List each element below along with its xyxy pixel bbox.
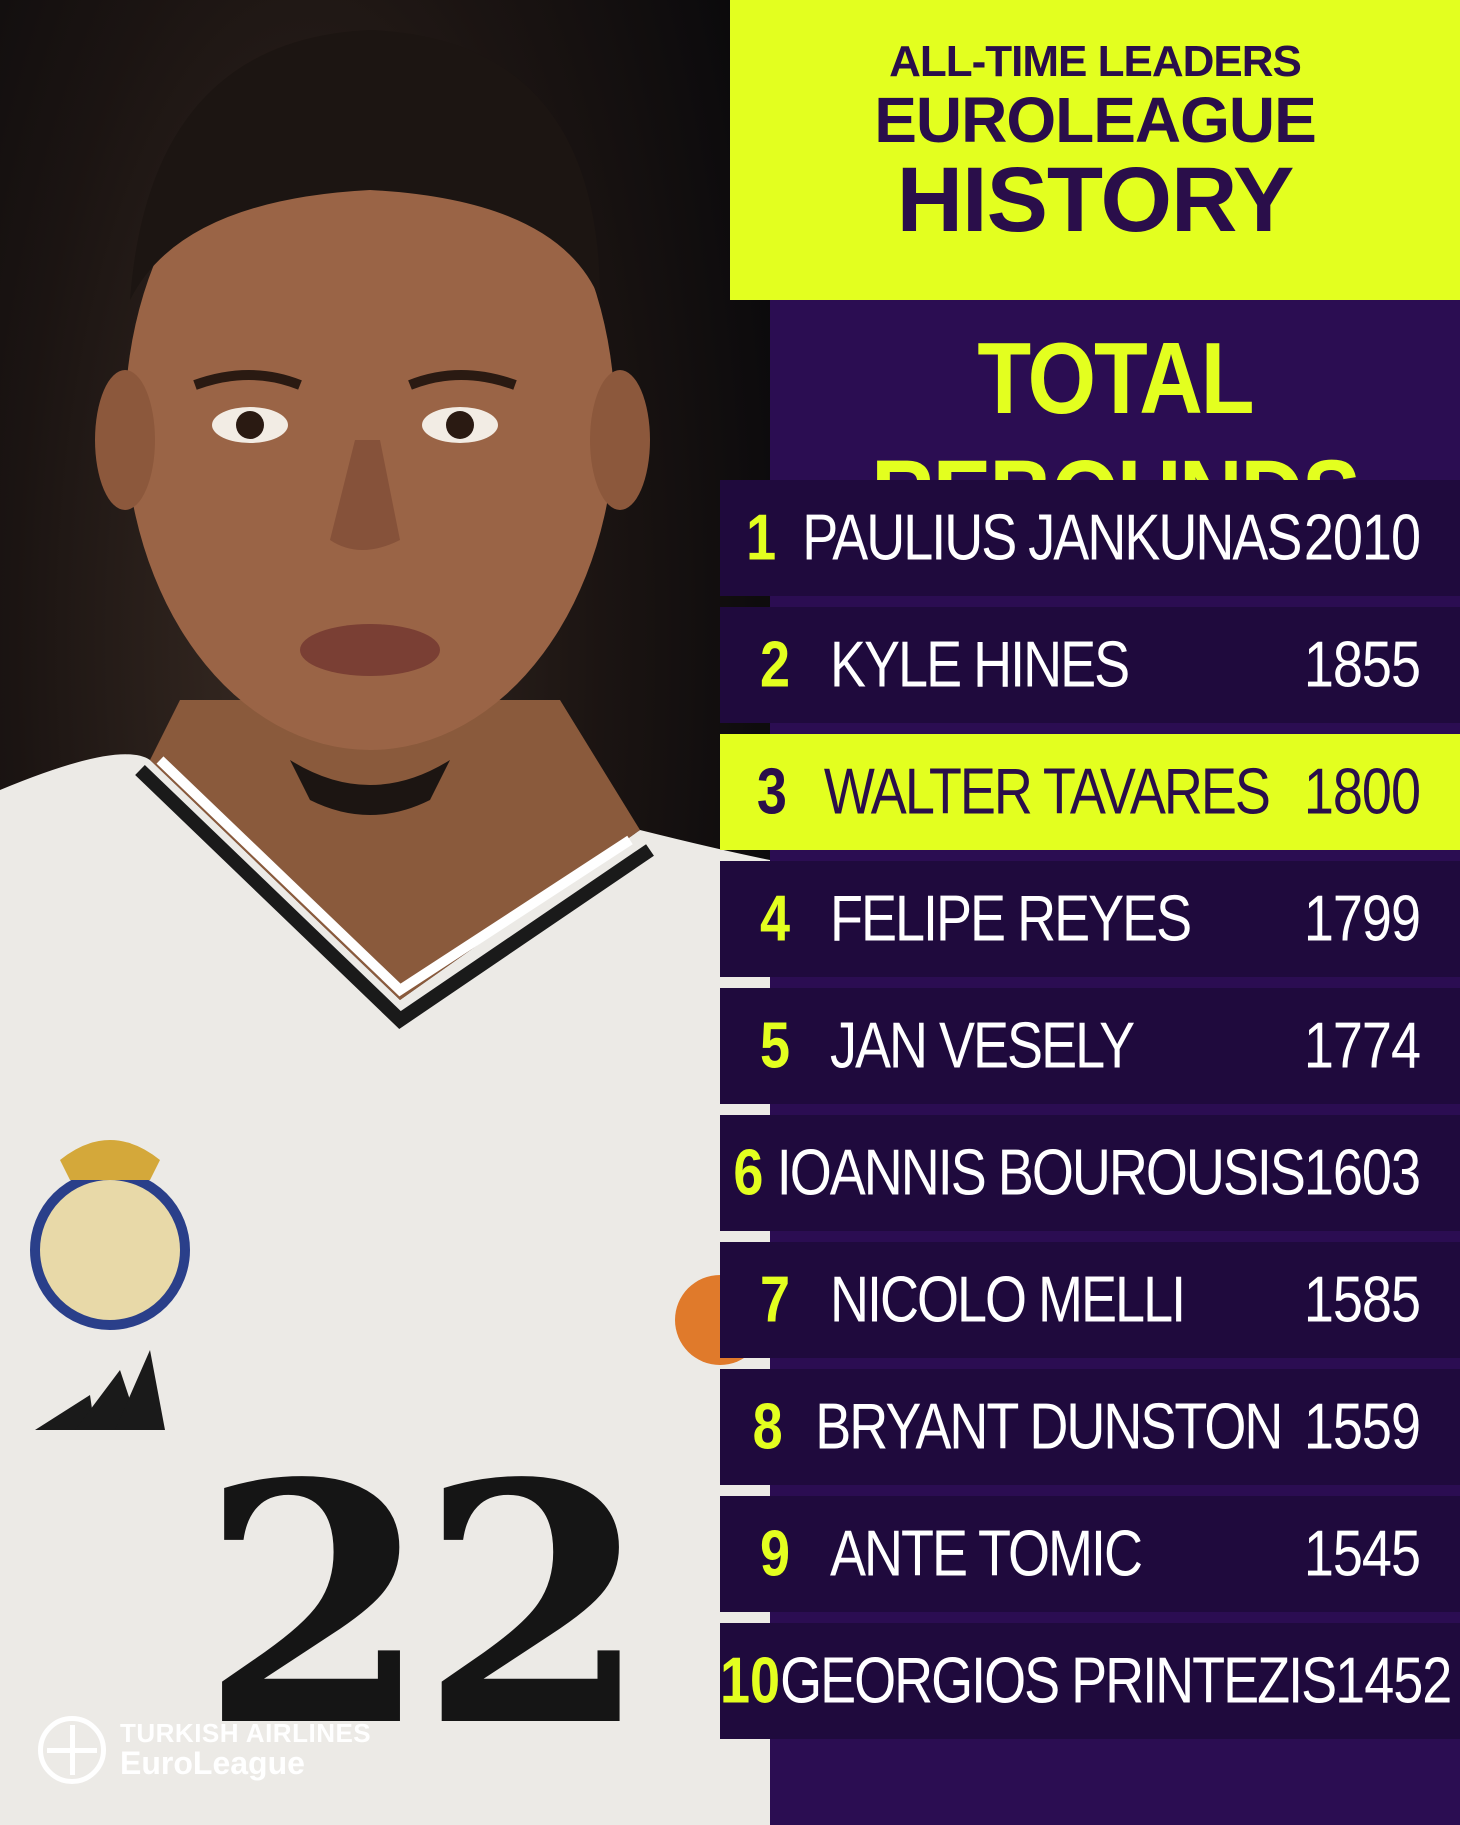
leader-value: 1799 [1303,883,1421,955]
leader-row-highlighted: 3 WALTER TAVARES 1800 [720,734,1460,850]
leader-row: 9 ANTE TOMIC 1545 [720,1496,1460,1612]
player-illustration [0,30,770,1825]
leader-name: BRYANT DUNSTON [815,1391,1283,1463]
leader-name: IOANNIS BOUROUSIS [776,1137,1306,1209]
leader-row: 10 GEORGIOS PRINTEZIS 1452 [720,1623,1460,1739]
leader-value: 1585 [1303,1264,1421,1336]
leader-name: PAULIUS JANKUNAS [802,502,1302,574]
leader-name: FELIPE REYES [830,883,1192,955]
leader-value: 1452 [1335,1645,1452,1717]
leader-value: 1800 [1303,756,1421,828]
leader-name: WALTER TAVARES [823,756,1271,828]
leader-row: 4 FELIPE REYES 1799 [720,861,1460,977]
leader-value: 2010 [1303,502,1421,574]
leader-rank: 3 [756,756,787,828]
leader-value: 1774 [1303,1010,1421,1082]
leader-rank: 4 [759,883,791,955]
logo-line-1: TURKISH AIRLINES [120,1717,372,1748]
jersey-number: 22 [200,1411,649,1799]
leader-value: 1603 [1303,1137,1421,1209]
leader-value: 1545 [1303,1518,1421,1590]
player-photo: 22 TURKISH AIRLINES EuroLeague [0,0,770,1825]
leaders-list: 1 PAULIUS JANKUNAS 2010 2 KYLE HINES 185… [720,480,1460,1750]
leader-row: 6 IOANNIS BOUROUSIS 1603 [720,1115,1460,1231]
logo-line-2: EuroLeague [120,1744,305,1781]
leader-rank: 6 [733,1137,764,1209]
leader-row: 2 KYLE HINES 1855 [720,607,1460,723]
header-line-2: EUROLEAGUE [874,84,1317,156]
leader-name: NICOLO MELLI [830,1264,1186,1336]
leader-name: KYLE HINES [830,629,1130,701]
leader-row: 7 NICOLO MELLI 1585 [720,1242,1460,1358]
header: ALL-TIME LEADERS EUROLEAGUE HISTORY [730,0,1460,300]
leader-rank: 7 [759,1264,791,1336]
leader-name: ANTE TOMIC [830,1518,1143,1590]
basketball-icon [38,1716,106,1784]
header-line-1: ALL-TIME LEADERS [889,37,1302,86]
leader-rank: 8 [752,1391,783,1463]
euroleague-logo: TURKISH AIRLINES EuroLeague [38,1710,371,1790]
leader-rank: 2 [759,629,791,701]
leader-rank: 1 [746,502,777,574]
leader-rank: 10 [720,1645,781,1717]
leader-value: 1559 [1303,1391,1421,1463]
leader-rank: 5 [759,1010,791,1082]
leader-name: JAN VESELY [830,1010,1135,1082]
leader-name: GEORGIOS PRINTEZIS [780,1645,1337,1717]
leader-row: 1 PAULIUS JANKUNAS 2010 [720,480,1460,596]
leader-row: 8 BRYANT DUNSTON 1559 [720,1369,1460,1485]
header-line-3: HISTORY [896,149,1295,251]
leader-row: 5 JAN VESELY 1774 [720,988,1460,1104]
leader-value: 1855 [1303,629,1421,701]
leader-rank: 9 [759,1518,791,1590]
